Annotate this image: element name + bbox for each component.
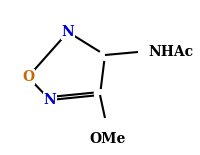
Text: OMe: OMe <box>89 132 126 146</box>
Text: N: N <box>43 93 56 107</box>
Text: O: O <box>22 70 34 84</box>
Text: NHAc: NHAc <box>147 45 192 59</box>
Text: N: N <box>61 25 74 39</box>
